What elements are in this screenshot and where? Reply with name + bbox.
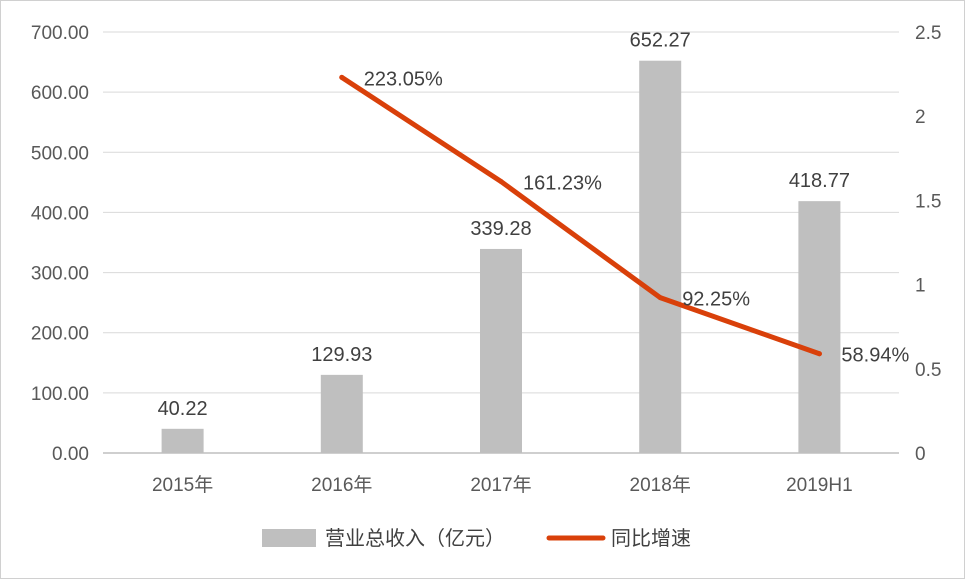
left-tick-label: 200.00: [31, 324, 89, 345]
x-tick-label: 2015年: [152, 474, 213, 496]
bar: [480, 248, 522, 453]
legend-swatch-bar: [262, 529, 316, 547]
right-tick-label: 2: [915, 107, 926, 128]
bar-series: [161, 60, 841, 454]
legend-label-bar: 营业总收入（亿元）: [325, 526, 505, 550]
left-tick-label: 700.00: [31, 23, 89, 44]
growth-line: [339, 74, 822, 357]
line-point: [657, 295, 663, 301]
bar-data-label: 40.22: [158, 398, 208, 420]
bar: [161, 428, 204, 453]
left-y-axis: 0.00 100.00 200.00 300.00 400.00 500.00 600.00…: [31, 23, 89, 465]
bar: [798, 201, 841, 453]
right-tick-label: 1.5: [915, 191, 941, 212]
bar-data-label: 652.27: [630, 30, 691, 52]
legend-label-line: 同比增速: [611, 526, 691, 550]
x-tick-label: 2017年: [470, 474, 531, 496]
left-tick-label: 300.00: [31, 264, 89, 285]
right-y-axis: 0 0.5 1 1.5 2 2.5: [915, 23, 941, 465]
line-data-label: 58.94%: [841, 345, 909, 367]
x-tick-label: 2016年: [311, 474, 372, 496]
bar-data-label: 339.28: [470, 218, 531, 240]
x-axis: 2015年 2016年 2017年 2018年 2019H1: [103, 452, 899, 496]
left-tick-label: 0.00: [52, 444, 89, 465]
left-tick-label: 400.00: [31, 203, 89, 224]
line-series: [339, 74, 822, 357]
line-point: [339, 74, 345, 80]
line-data-label: 161.23%: [523, 172, 602, 194]
right-tick-label: 2.5: [915, 23, 941, 44]
line-point: [498, 178, 504, 184]
x-tick-label: 2018年: [630, 474, 691, 496]
right-tick-label: 0: [915, 444, 926, 465]
left-tick-label: 500.00: [31, 143, 89, 164]
bar: [639, 60, 682, 454]
x-tick-label: 2019H1: [786, 475, 853, 496]
line-point: [816, 351, 822, 357]
right-tick-label: 1: [915, 276, 926, 297]
left-tick-label: 600.00: [31, 83, 89, 104]
data-labels: 40.22 129.93 339.28 652.27 418.77 223.05% 161.…: [158, 30, 910, 420]
line-data-label: 223.05%: [364, 68, 443, 90]
bar: [320, 374, 363, 453]
bar-data-label: 418.77: [789, 170, 850, 192]
line-data-label: 92.25%: [682, 289, 750, 311]
bar-data-label: 129.93: [311, 344, 372, 366]
right-tick-label: 0.5: [915, 360, 941, 381]
left-tick-label: 100.00: [31, 384, 89, 405]
legend: 营业总收入（亿元） 同比增速: [262, 526, 691, 550]
